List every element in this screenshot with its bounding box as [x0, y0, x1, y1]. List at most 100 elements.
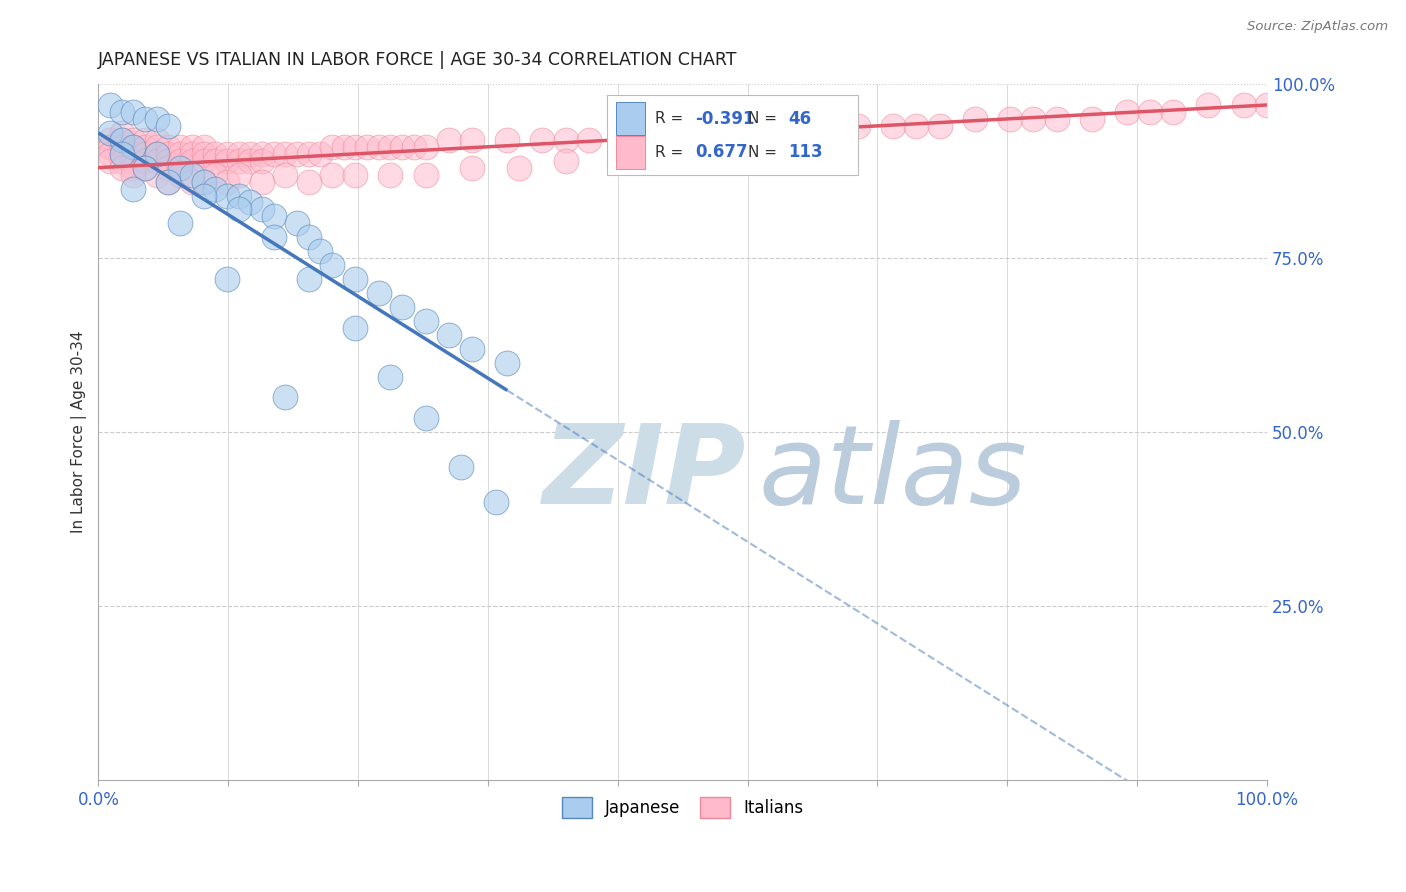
Point: [134, 161, 156, 175]
Point: [461, 161, 484, 175]
Point: [180, 175, 202, 189]
Point: [193, 175, 215, 189]
Point: [531, 133, 554, 147]
Point: [415, 140, 437, 154]
Point: [344, 320, 367, 334]
Point: [298, 175, 321, 189]
Point: [180, 168, 202, 182]
Point: [882, 119, 904, 133]
Point: [228, 188, 250, 202]
Point: [1022, 112, 1045, 126]
Point: [367, 285, 389, 300]
Point: [98, 140, 121, 154]
Point: [157, 140, 180, 154]
Point: [963, 112, 986, 126]
Point: [122, 146, 145, 161]
Legend: Japanese, Italians: Japanese, Italians: [555, 790, 810, 824]
Point: [157, 175, 180, 189]
Point: [298, 272, 321, 286]
Point: [415, 411, 437, 425]
Point: [193, 188, 215, 202]
Point: [437, 133, 460, 147]
Point: [204, 146, 226, 161]
Point: [122, 133, 145, 147]
Point: [193, 153, 215, 168]
Point: [134, 146, 156, 161]
Point: [157, 119, 180, 133]
Point: [111, 146, 134, 161]
Point: [285, 216, 308, 230]
Point: [437, 327, 460, 342]
Point: [169, 161, 191, 175]
Point: [98, 126, 121, 140]
Point: [134, 140, 156, 154]
Point: [508, 161, 530, 175]
Point: [274, 391, 297, 405]
Point: [380, 168, 402, 182]
Text: atlas: atlas: [759, 420, 1028, 527]
Point: [98, 98, 121, 112]
Point: [485, 495, 508, 509]
Point: [554, 153, 576, 168]
Point: [215, 188, 238, 202]
Point: [309, 244, 332, 259]
Point: [157, 153, 180, 168]
Point: [998, 112, 1021, 126]
Y-axis label: In Labor Force | Age 30-34: In Labor Force | Age 30-34: [72, 331, 87, 533]
Point: [157, 175, 180, 189]
Point: [380, 140, 402, 154]
Point: [1198, 98, 1220, 112]
Point: [180, 146, 202, 161]
Point: [391, 300, 413, 314]
Point: [228, 153, 250, 168]
Point: [578, 133, 600, 147]
Point: [648, 126, 671, 140]
Point: [344, 168, 367, 182]
Point: [122, 140, 145, 154]
Point: [905, 119, 928, 133]
FancyBboxPatch shape: [616, 136, 645, 169]
Point: [1163, 105, 1185, 120]
Point: [111, 140, 134, 154]
Point: [146, 153, 169, 168]
Point: [461, 342, 484, 356]
Point: [274, 168, 297, 182]
Point: [554, 133, 576, 147]
Point: [461, 133, 484, 147]
Point: [193, 146, 215, 161]
Point: [321, 140, 343, 154]
Point: [215, 146, 238, 161]
Point: [228, 168, 250, 182]
Point: [169, 140, 191, 154]
Point: [193, 140, 215, 154]
Point: [204, 181, 226, 195]
Text: R =: R =: [655, 145, 688, 160]
Point: [695, 126, 717, 140]
Point: [263, 230, 285, 244]
Point: [811, 119, 834, 133]
Point: [402, 140, 425, 154]
Point: [122, 181, 145, 195]
Point: [239, 153, 262, 168]
Point: [215, 153, 238, 168]
Point: [789, 119, 811, 133]
Point: [239, 146, 262, 161]
Point: [846, 119, 869, 133]
Point: [134, 133, 156, 147]
Point: [309, 146, 332, 161]
Point: [1232, 98, 1254, 112]
Point: [228, 202, 250, 217]
Point: [111, 126, 134, 140]
Text: N =: N =: [748, 112, 782, 126]
Point: [239, 195, 262, 210]
Point: [613, 146, 636, 161]
Point: [496, 133, 519, 147]
Point: [169, 146, 191, 161]
Point: [263, 146, 285, 161]
Point: [98, 140, 121, 154]
Point: [98, 153, 121, 168]
Point: [263, 210, 285, 224]
Point: [146, 133, 169, 147]
Point: [111, 146, 134, 161]
Point: [111, 133, 134, 147]
